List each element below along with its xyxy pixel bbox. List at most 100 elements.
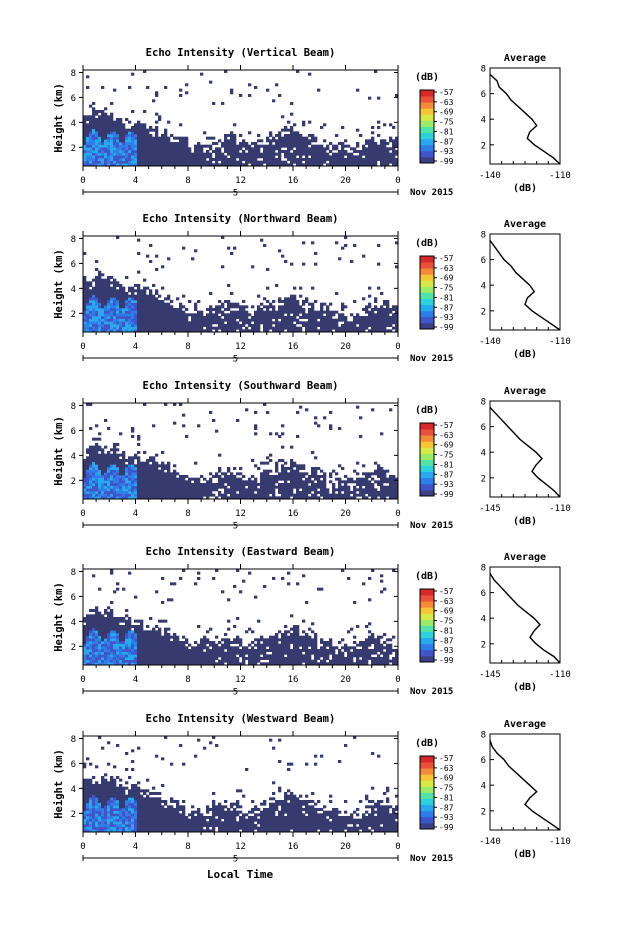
heatmap-cell <box>251 630 255 634</box>
heatmap-cell <box>167 638 171 642</box>
heatmap-cell <box>236 659 240 663</box>
heatmap-cell <box>224 150 228 153</box>
heatmap-cell <box>230 318 234 322</box>
heatmap-cell <box>125 654 129 658</box>
heatmap-cell <box>272 477 276 481</box>
heatmap-cell <box>275 147 279 151</box>
heatmap-cell <box>128 318 132 322</box>
heatmap-cell <box>128 289 132 293</box>
heatmap-cell <box>137 134 141 137</box>
heatmap-cell <box>83 493 87 497</box>
heatmap-cell <box>113 619 117 623</box>
heatmap-cell <box>146 635 150 639</box>
heatmap-cell <box>257 324 261 327</box>
heatmap-cell <box>146 643 150 647</box>
heatmap-cell <box>128 483 132 486</box>
heatmap-cell <box>389 329 393 333</box>
heatmap-cell <box>239 142 243 145</box>
heatmap-cell <box>200 496 204 500</box>
heatmap-cell <box>182 480 186 484</box>
heatmap-cell <box>248 654 252 658</box>
heatmap-cell <box>269 475 273 478</box>
heatmap-cell <box>110 472 114 476</box>
heatmap-cell <box>92 467 96 470</box>
heatmap-cell <box>236 147 240 151</box>
heatmap-cell <box>251 150 255 153</box>
heatmap-cell <box>158 324 162 327</box>
heatmap-cell <box>143 131 147 135</box>
heatmap-cell <box>143 110 147 113</box>
heatmap-cell <box>218 493 222 497</box>
heatmap-cell <box>218 467 222 470</box>
heatmap-cell <box>128 329 132 333</box>
heatmap-cell <box>131 456 135 460</box>
heatmap-cell <box>308 496 312 500</box>
heatmap-cell <box>308 158 312 161</box>
heatmap-cell <box>122 326 126 330</box>
heatmap-title: Echo Intensity (Vertical Beam) <box>146 47 336 59</box>
heatmap-cell <box>128 152 132 156</box>
heatmap-cell <box>287 152 291 156</box>
heatmap-cell <box>167 641 171 644</box>
heatmap-cell <box>116 300 120 303</box>
heatmap-cell <box>305 643 309 647</box>
heatmap-cell <box>227 491 231 494</box>
heatmap-cell <box>98 475 102 478</box>
heatmap-cell <box>269 313 273 317</box>
heatmap-cell <box>134 453 138 457</box>
heatmap-cell <box>122 163 126 167</box>
heatmap-cell <box>122 451 126 454</box>
heatmap-cell <box>233 313 237 317</box>
heatmap-cell <box>326 318 330 322</box>
heatmap-cell <box>296 136 300 140</box>
heatmap-cell <box>278 491 282 494</box>
heatmap-cell <box>104 281 108 285</box>
heatmap-cell <box>245 651 249 655</box>
heatmap-cell <box>287 144 291 148</box>
heatmap-cell <box>194 582 198 586</box>
heatmap-cell <box>284 469 288 473</box>
heatmap-cell <box>185 150 189 153</box>
heatmap-cell <box>200 485 204 489</box>
heatmap-cell <box>335 163 339 167</box>
heatmap-cell <box>95 448 99 452</box>
heatmap-cell <box>308 662 312 666</box>
colorbar-unit-label: (dB) <box>415 405 439 416</box>
heatmap-cell <box>98 329 102 333</box>
heatmap-cell <box>191 662 195 666</box>
heatmap-cell <box>170 493 174 497</box>
heatmap-cell <box>260 651 264 655</box>
heatmap-cell <box>224 654 228 658</box>
heatmap-cell <box>155 313 159 317</box>
heatmap-cell <box>383 139 387 143</box>
heatmap-cell <box>179 324 183 327</box>
heatmap-cell <box>287 582 291 586</box>
heatmap-cell <box>101 160 105 164</box>
heatmap-cell <box>116 118 120 121</box>
heatmap-cell <box>317 160 321 164</box>
heatmap-cell <box>107 310 111 314</box>
heatmap-cell <box>149 659 153 663</box>
heatmap-cell <box>125 292 129 295</box>
heatmap-cell <box>134 491 138 494</box>
heatmap-cell <box>179 313 183 317</box>
heatmap-cell <box>233 155 237 159</box>
heatmap-cell <box>86 461 90 465</box>
heatmap-cell <box>293 329 297 333</box>
heatmap-cell <box>167 310 171 314</box>
heatmap-cell <box>107 630 111 634</box>
heatmap-cell <box>176 659 180 663</box>
heatmap-cell <box>296 144 300 148</box>
heatmap-cell <box>86 134 90 137</box>
heatmap-cell <box>350 163 354 167</box>
heatmap-cell <box>338 152 342 156</box>
heatmap-cell <box>335 241 339 245</box>
heatmap-cell <box>254 662 258 666</box>
heatmap-cell <box>377 480 381 484</box>
heatmap-cell <box>89 120 93 124</box>
heatmap-cell <box>260 139 264 143</box>
heatmap-cell <box>176 329 180 333</box>
heatmap-cell <box>125 152 129 156</box>
heatmap-cell <box>368 305 372 309</box>
heatmap-cell <box>299 480 303 484</box>
